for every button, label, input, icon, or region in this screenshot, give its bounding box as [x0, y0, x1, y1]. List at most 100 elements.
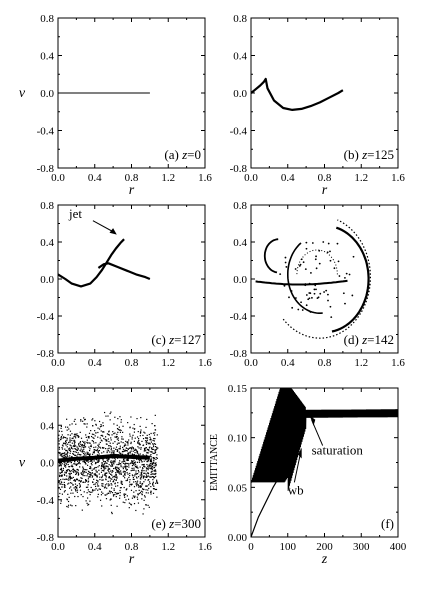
particle-dot [139, 492, 142, 494]
y-tick-label: 0.0 [40, 88, 54, 100]
x-axis-label: r [129, 183, 135, 198]
particle-dot [79, 449, 81, 451]
particle-dot [309, 292, 312, 295]
particle-dot [62, 469, 64, 471]
particle-dot [80, 472, 82, 474]
particle-dot [91, 472, 94, 474]
particle-dot [116, 438, 118, 440]
particle-dot [95, 471, 97, 473]
particle-dot [91, 419, 93, 421]
particle-dot [138, 439, 140, 442]
particle-dot [132, 461, 134, 463]
particle-dot [154, 469, 156, 471]
particle-dot [82, 461, 84, 463]
particle-dot [64, 464, 67, 467]
particle-dot [60, 427, 62, 429]
particle-dot [115, 466, 117, 468]
particle-dot [146, 452, 148, 454]
particle-dot [83, 491, 85, 493]
particle-dot [140, 476, 142, 478]
particle-dot [99, 488, 101, 491]
particle-dot [104, 472, 106, 474]
particle-dot [98, 443, 100, 445]
particle-dot [141, 469, 143, 471]
particle-dot [62, 467, 65, 469]
particle-dot [305, 241, 308, 244]
particle-dot [103, 469, 105, 471]
particle-dot [75, 473, 78, 475]
particle-dot [114, 476, 116, 478]
particle-dot [311, 296, 313, 299]
particle-dot [128, 502, 130, 504]
particle-dot [134, 475, 136, 477]
particle-dot [84, 446, 86, 448]
particle-dot [66, 450, 69, 452]
particle-dot [115, 476, 117, 478]
particle-dot [72, 469, 74, 471]
particle-dot [136, 461, 138, 463]
particle-dot [146, 448, 148, 450]
particle-dot [107, 458, 109, 460]
particle-dot [107, 448, 109, 450]
particle-dot [72, 450, 75, 453]
particle-dot [115, 469, 118, 471]
particle-dot [148, 447, 150, 449]
particle-dot [108, 447, 110, 449]
particle-dot [315, 267, 318, 270]
particle-dot [139, 425, 141, 427]
particle-dot [105, 479, 107, 481]
particle-dot [285, 266, 288, 268]
particle-dot [80, 448, 82, 450]
particle-dot [115, 436, 117, 439]
particle-dot [96, 479, 98, 481]
particle-dot [308, 282, 311, 285]
particle-dot [133, 467, 135, 469]
particle-dot [81, 473, 83, 475]
particle-dot [62, 455, 64, 457]
particle-dot [122, 441, 124, 444]
particle-dot [115, 446, 118, 448]
particle-dot [130, 469, 132, 472]
particle-dot [76, 435, 78, 437]
particle-dot [137, 452, 139, 455]
particle-dot [106, 465, 108, 467]
particle-dot [89, 448, 91, 450]
particle-dot [153, 465, 155, 467]
particle-dot [110, 411, 112, 413]
particle-dot [73, 439, 75, 441]
particle-dot [72, 437, 74, 439]
particle-dot [89, 442, 91, 444]
particle-dot [84, 471, 86, 473]
particle-dot [144, 476, 146, 478]
x-tick-label: 0.4 [88, 357, 102, 369]
particle-dot [150, 454, 152, 456]
particle-dot [87, 437, 90, 439]
particle-dot [60, 471, 63, 474]
particle-dot [86, 492, 88, 494]
particle-dot [117, 439, 120, 441]
particle-dot [77, 448, 79, 450]
particle-dot [141, 471, 143, 473]
particle-dot [131, 438, 133, 440]
particle-dot [97, 496, 99, 498]
particle-dot [79, 445, 81, 448]
particle-dot [63, 455, 65, 457]
particle-dot [66, 470, 68, 472]
particle-dot [74, 479, 76, 481]
particle-dot [58, 452, 60, 454]
particle-dot [95, 466, 97, 469]
particle-dot [109, 451, 111, 453]
particle-dot [70, 489, 73, 491]
y-tick-label: 0.4 [233, 237, 247, 249]
particle-dot [135, 473, 138, 475]
particle-dot [152, 446, 155, 448]
particle-dot [69, 424, 71, 426]
particle-dot [90, 486, 92, 489]
caption-variable: z [361, 147, 367, 162]
particle-dot [127, 452, 129, 454]
particle-dot [70, 446, 73, 448]
particle-dot [116, 466, 118, 468]
particle-dot [69, 473, 71, 475]
particle-dot [66, 429, 68, 431]
particle-dot [87, 452, 89, 454]
